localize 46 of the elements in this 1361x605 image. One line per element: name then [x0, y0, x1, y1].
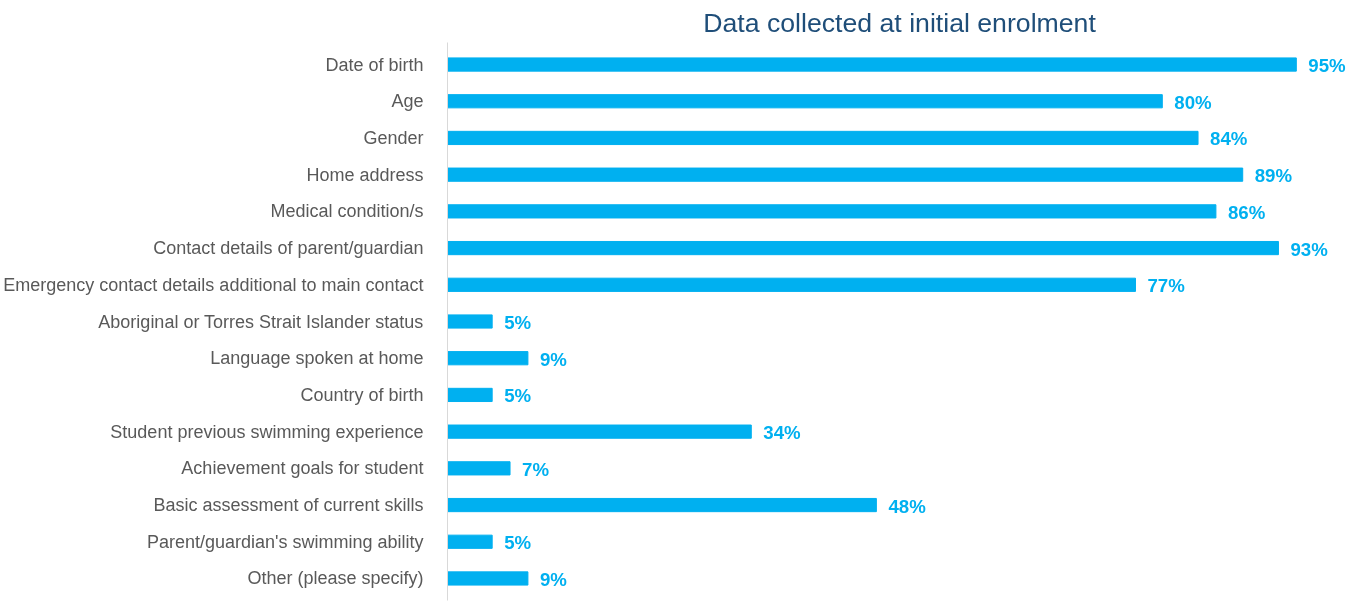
- y-tick-label: Medical condition/s: [270, 201, 424, 222]
- bar: [447, 57, 1297, 72]
- y-tick-label: Other (please specify): [247, 568, 424, 589]
- data-label: 89%: [1254, 165, 1293, 187]
- bar: [447, 351, 529, 366]
- bar: [447, 277, 1136, 292]
- data-label: 5%: [504, 385, 532, 407]
- y-tick-label: Contact details of parent/guardian: [153, 238, 424, 259]
- y-tick-label: Date of birth: [325, 54, 424, 75]
- y-tick-label: Student previous swimming experience: [110, 421, 424, 442]
- data-label: 86%: [1227, 201, 1266, 223]
- data-label: 93%: [1290, 238, 1329, 260]
- y-tick-label: Basic assessment of current skills: [153, 495, 424, 516]
- data-label: 9%: [539, 348, 568, 370]
- data-label: 48%: [888, 495, 927, 517]
- bar: [447, 534, 493, 549]
- y-tick-label: Age: [391, 91, 424, 112]
- data-label: 7%: [522, 458, 550, 480]
- bar: [447, 167, 1244, 182]
- y-tick-label: Gender: [363, 127, 424, 148]
- data-label: 34%: [763, 422, 802, 444]
- bar: [447, 497, 877, 513]
- data-label: 5%: [504, 532, 532, 554]
- data-label: 5%: [504, 312, 532, 333]
- data-label: 9%: [539, 568, 568, 590]
- bar: [447, 204, 1217, 219]
- bar: [447, 130, 1199, 146]
- bar: [447, 387, 493, 403]
- data-label: 84%: [1210, 128, 1248, 150]
- y-tick-label: Country of birth: [300, 384, 424, 405]
- y-tick-label: Aboriginal or Torres Strait Islander status: [98, 311, 424, 332]
- data-label: 77%: [1147, 275, 1186, 297]
- chart-title: Data collected at initial enrolment: [703, 7, 1097, 38]
- y-tick-label: Achievement goals for student: [181, 458, 424, 479]
- y-tick-label: Language spoken at home: [210, 348, 424, 369]
- bar: [447, 424, 752, 439]
- y-tick-label: Emergency contact details additional to main contact: [3, 274, 424, 295]
- data-label: 80%: [1174, 91, 1213, 113]
- data-label: 95%: [1308, 55, 1347, 77]
- y-tick-label: Home address: [306, 164, 424, 185]
- bar: [447, 461, 511, 476]
- bar: [447, 314, 493, 329]
- bar: [447, 571, 529, 586]
- y-tick-label: Parent/guardian's swimming ability: [146, 531, 424, 552]
- bar: [447, 94, 1163, 109]
- bar: [447, 240, 1279, 256]
